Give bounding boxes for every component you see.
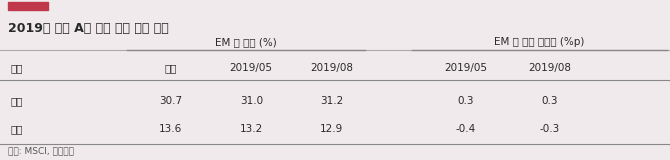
Text: 13.2: 13.2 — [240, 124, 263, 134]
Text: 2019/08: 2019/08 — [310, 63, 353, 73]
Text: EM 내 비중 변화폭 (%p): EM 내 비중 변화폭 (%p) — [494, 37, 584, 47]
Text: 0.3: 0.3 — [458, 96, 474, 106]
Text: 30.7: 30.7 — [159, 96, 182, 106]
Text: EM 내 비중 (%): EM 내 비중 (%) — [215, 37, 277, 47]
Text: 0.3: 0.3 — [541, 96, 557, 106]
Text: 2019/05: 2019/05 — [444, 63, 487, 73]
Text: 자료: MSCI, 삼성증권: 자료: MSCI, 삼성증권 — [8, 147, 74, 156]
Text: 13.6: 13.6 — [159, 124, 182, 134]
Text: 한국: 한국 — [10, 124, 23, 134]
Text: 31.2: 31.2 — [320, 96, 343, 106]
Text: -0.4: -0.4 — [456, 124, 476, 134]
Text: 2019/05: 2019/05 — [230, 63, 273, 73]
Text: 국가: 국가 — [10, 63, 23, 73]
Bar — [8, 2, 48, 10]
Text: 2019/08: 2019/08 — [528, 63, 571, 73]
Text: 현재: 현재 — [165, 63, 177, 73]
Text: 2019년 중국 A주 확대 가정 시의 영향: 2019년 중국 A주 확대 가정 시의 영향 — [8, 22, 169, 35]
Text: -0.3: -0.3 — [539, 124, 559, 134]
Text: 31.0: 31.0 — [240, 96, 263, 106]
Text: 중국: 중국 — [10, 96, 23, 106]
Text: 12.9: 12.9 — [320, 124, 343, 134]
